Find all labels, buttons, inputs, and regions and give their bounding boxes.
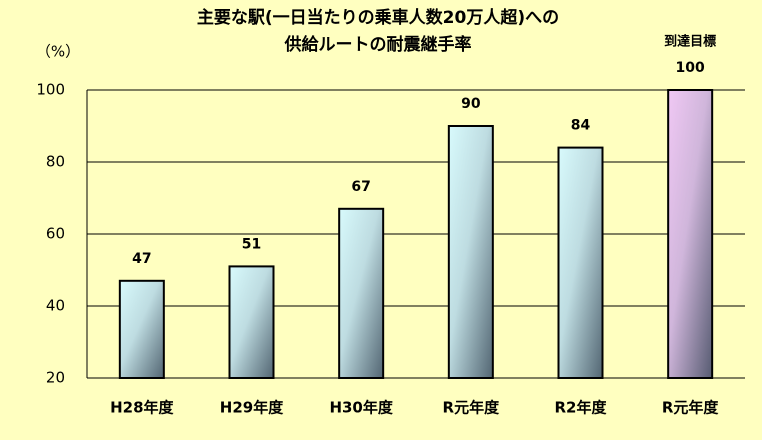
x-tick-label: R元年度: [443, 399, 501, 417]
x-tick-label: R2年度: [555, 399, 608, 417]
annotation: 到達目標: [664, 34, 716, 50]
bar: [228, 265, 275, 379]
value-label: 47: [132, 251, 151, 267]
y-tick-label: 20: [46, 369, 65, 387]
value-label: 100: [676, 60, 705, 76]
bar: [338, 207, 385, 379]
bar: [447, 125, 494, 379]
value-label: 90: [461, 96, 481, 112]
bar: [118, 279, 165, 379]
chart-title: 主要な駅(一日当たりの乗車人数20万人超)への: [197, 7, 559, 28]
value-label: 67: [351, 179, 370, 195]
value-label: 84: [571, 118, 591, 134]
bar: [667, 89, 714, 379]
x-tick-label: H29年度: [220, 399, 284, 417]
bar: [557, 146, 604, 379]
x-tick-label: R元年度: [662, 399, 720, 417]
y-tick-label: 100: [36, 81, 65, 99]
x-tick-label: H30年度: [329, 399, 393, 417]
y-tick-label: 40: [46, 297, 65, 315]
x-tick-label: H28年度: [110, 399, 174, 417]
y-axis-label: （%）: [36, 43, 80, 61]
value-label: 51: [242, 236, 261, 252]
y-tick-label: 60: [46, 225, 65, 243]
chart-title: 供給ルートの耐震継手率: [284, 34, 472, 55]
y-tick-label: 80: [46, 153, 65, 171]
